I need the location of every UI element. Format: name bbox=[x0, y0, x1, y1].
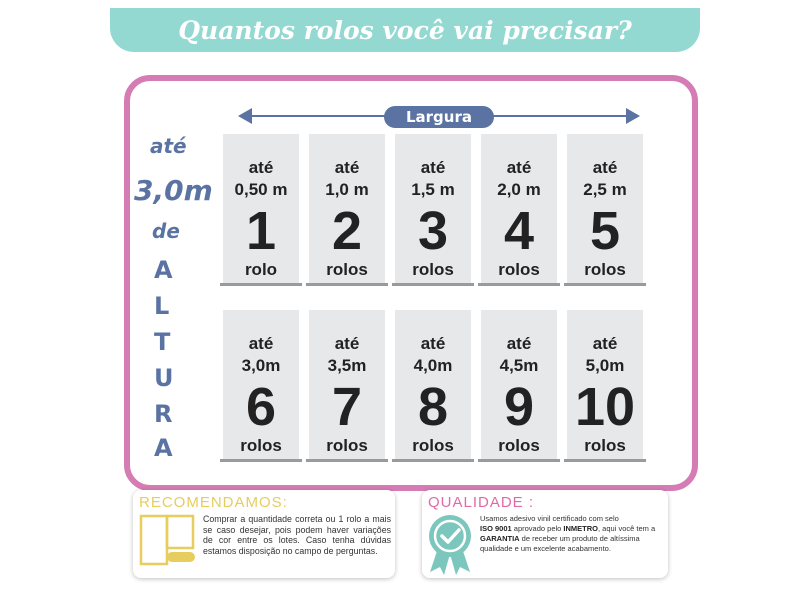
card-roll-count: 1 bbox=[245, 201, 277, 261]
width-label: Largura bbox=[384, 106, 494, 128]
quality-iso: ISO 9001 bbox=[480, 524, 512, 533]
card-unit: rolos bbox=[412, 260, 454, 279]
card-unit: rolos bbox=[240, 436, 282, 455]
card-unit: rolos bbox=[584, 436, 626, 455]
arrow-left-icon bbox=[238, 108, 252, 124]
height-letter: A bbox=[154, 434, 173, 462]
quality-garantia: GARANTIA bbox=[480, 534, 520, 543]
card-roll-count: 10 bbox=[574, 377, 636, 437]
card-roll-count: 9 bbox=[503, 377, 535, 437]
roll-card: até 3,0m 6 rolos bbox=[220, 310, 302, 462]
card-unit: rolos bbox=[326, 260, 368, 279]
card-width-limit: 2,5 m bbox=[583, 180, 627, 199]
recommend-box: RECOMENDAMOS: Comprar a quantidade corre… bbox=[133, 490, 395, 578]
height-letter: R bbox=[154, 400, 173, 428]
card-roll-count: 4 bbox=[503, 201, 535, 261]
height-letter: A bbox=[154, 256, 173, 284]
height-ate: até bbox=[150, 134, 187, 158]
card-ate: até bbox=[506, 334, 532, 353]
roll-card: até 4,0m 8 rolos bbox=[392, 310, 474, 462]
quality-title: QUALIDADE : bbox=[428, 494, 535, 511]
header-banner: Quantos rolos você vai precisar? bbox=[110, 8, 700, 52]
card-ate: até bbox=[420, 334, 446, 353]
card-width-limit: 1,5 m bbox=[411, 180, 455, 199]
card-width-limit: 0,50 m bbox=[234, 180, 288, 199]
quality-text-1: Usamos adesivo vinil certificado com sel… bbox=[480, 514, 619, 523]
roll-card: até 1,5 m 3 rolos bbox=[392, 134, 474, 286]
card-width-limit: 3,0m bbox=[241, 356, 281, 375]
card-roll-count: 5 bbox=[589, 201, 621, 261]
card-unit: rolos bbox=[498, 260, 540, 279]
card-width-limit: 4,0m bbox=[413, 356, 453, 375]
card-ate: até bbox=[506, 158, 532, 177]
card-ate: até bbox=[334, 334, 360, 353]
card-ate: até bbox=[248, 334, 274, 353]
quality-text-4: de receber um produto de altíssima quali… bbox=[480, 534, 640, 553]
card-ate: até bbox=[592, 158, 618, 177]
card-roll-count: 2 bbox=[331, 201, 363, 261]
card-ate: até bbox=[334, 158, 360, 177]
recommend-text: Comprar a quantidade correta ou 1 rolo a… bbox=[203, 514, 391, 556]
card-ate: até bbox=[592, 334, 618, 353]
wallpaper-roll-icon bbox=[139, 514, 195, 566]
card-roll-count: 8 bbox=[417, 377, 449, 437]
card-width-limit: 5,0m bbox=[585, 356, 625, 375]
roll-card: até 2,5 m 5 rolos bbox=[564, 134, 646, 286]
card-unit: rolos bbox=[326, 436, 368, 455]
card-unit: rolos bbox=[498, 436, 540, 455]
roll-card: até 2,0 m 4 rolos bbox=[478, 134, 560, 286]
height-letter: L bbox=[154, 292, 170, 320]
height-value: 3,0m bbox=[134, 174, 213, 207]
quality-box: QUALIDADE : Usamos adesivo vinil certifi… bbox=[422, 490, 668, 578]
height-de: de bbox=[152, 219, 180, 243]
card-width-limit: 3,5m bbox=[327, 356, 367, 375]
card-width-limit: 2,0 m bbox=[497, 180, 541, 199]
card-roll-count: 7 bbox=[331, 377, 363, 437]
card-width-limit: 1,0 m bbox=[325, 180, 369, 199]
roll-card: até 1,0 m 2 rolos bbox=[306, 134, 388, 286]
roll-card: até 3,5m 7 rolos bbox=[306, 310, 388, 462]
roll-card: até 0,50 m 1 rolo bbox=[220, 134, 302, 286]
quality-text-3: , aqui você tem a bbox=[598, 524, 656, 533]
roll-card: até 5,0m 10 rolos bbox=[564, 310, 646, 462]
quality-text: Usamos adesivo vinil certificado com sel… bbox=[480, 514, 664, 554]
width-axis: Largura bbox=[238, 106, 640, 128]
quality-inmetro: INMETRO bbox=[563, 524, 599, 533]
card-ate: até bbox=[248, 158, 274, 177]
height-letter: T bbox=[154, 328, 171, 356]
height-letter: U bbox=[154, 364, 174, 392]
page-title: Quantos rolos você vai precisar? bbox=[178, 15, 632, 45]
recommend-title: RECOMENDAMOS: bbox=[139, 494, 288, 511]
quality-text-2: aprovado pelo bbox=[511, 524, 564, 533]
card-unit: rolo bbox=[244, 260, 278, 279]
arrow-right-icon bbox=[626, 108, 640, 124]
card-unit: rolos bbox=[584, 260, 626, 279]
card-width-limit: 4,5m bbox=[499, 356, 539, 375]
card-roll-count: 3 bbox=[417, 201, 449, 261]
card-roll-count: 6 bbox=[245, 377, 277, 437]
card-ate: até bbox=[420, 158, 446, 177]
card-unit: rolos bbox=[412, 436, 454, 455]
quality-badge-icon bbox=[429, 515, 471, 575]
roll-card: até 4,5m 9 rolos bbox=[478, 310, 560, 462]
